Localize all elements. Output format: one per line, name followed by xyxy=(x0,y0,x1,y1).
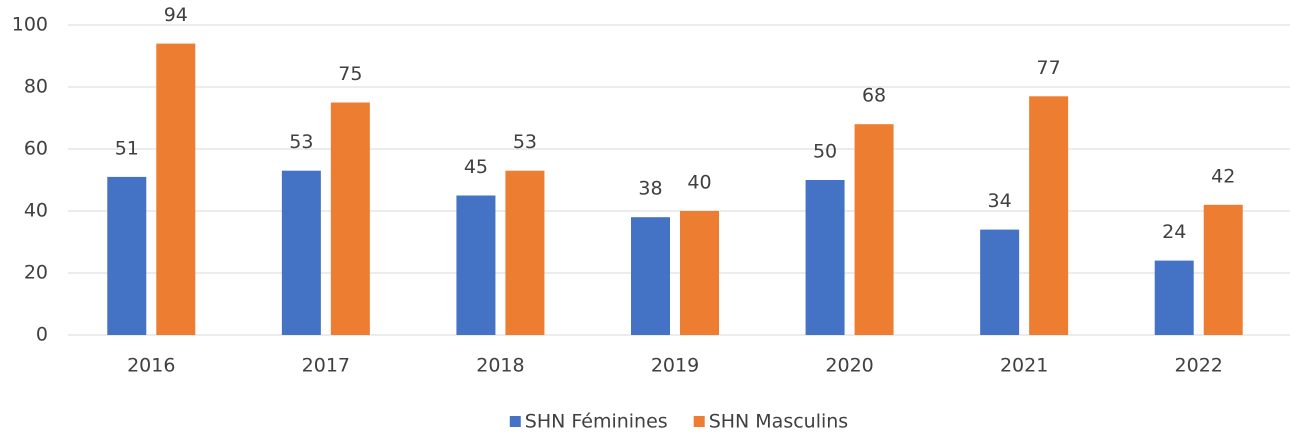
data-label: 77 xyxy=(1037,57,1061,79)
data-label: 50 xyxy=(813,141,837,163)
y-tick-label: 100 xyxy=(12,14,48,36)
bar xyxy=(107,176,147,335)
bar xyxy=(505,170,545,335)
bar xyxy=(1154,260,1194,335)
legend-swatch xyxy=(509,416,521,427)
bar xyxy=(631,217,670,335)
legend-label: SHN Masculins xyxy=(709,411,849,433)
data-label: 94 xyxy=(164,4,188,26)
data-label: 42 xyxy=(1211,165,1235,187)
bar xyxy=(156,43,196,335)
bar xyxy=(330,102,370,335)
x-tick-label: 2019 xyxy=(651,355,699,377)
x-tick-label: 2020 xyxy=(825,355,873,377)
bar xyxy=(805,180,845,335)
bar xyxy=(281,170,321,335)
data-label: 45 xyxy=(464,156,488,178)
bar xyxy=(854,124,894,335)
data-label: 24 xyxy=(1162,221,1186,243)
y-tick-label: 60 xyxy=(24,138,48,160)
legend-swatch xyxy=(693,416,705,427)
data-label: 34 xyxy=(988,190,1012,212)
data-label: 38 xyxy=(638,178,662,200)
data-label: 51 xyxy=(115,137,139,159)
data-label: 53 xyxy=(513,131,537,153)
data-label: 68 xyxy=(862,85,886,107)
data-label: 40 xyxy=(687,172,711,194)
x-tick-label: 2021 xyxy=(1000,355,1048,377)
data-label: 75 xyxy=(338,63,362,85)
bar xyxy=(1203,204,1243,335)
bar xyxy=(456,195,496,335)
bar xyxy=(1029,96,1069,335)
bar xyxy=(980,229,1020,335)
x-tick-label: 2016 xyxy=(127,355,175,377)
x-tick-label: 2018 xyxy=(476,355,524,377)
legend-label: SHN Féminines xyxy=(525,411,668,433)
x-tick-label: 2022 xyxy=(1175,355,1223,377)
bar xyxy=(680,211,719,335)
y-tick-label: 20 xyxy=(24,262,48,284)
data-label: 53 xyxy=(289,131,313,153)
y-tick-label: 80 xyxy=(24,76,48,98)
y-tick-label: 40 xyxy=(24,200,48,222)
y-tick-label: 0 xyxy=(36,324,48,346)
x-tick-label: 2017 xyxy=(302,355,350,377)
